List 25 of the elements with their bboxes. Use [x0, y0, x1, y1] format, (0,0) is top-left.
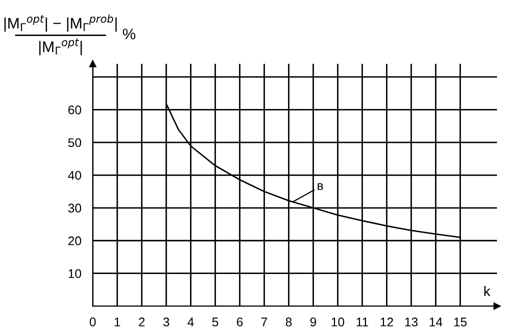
- x-tick-label: 8: [286, 318, 292, 326]
- y-tick-label: 10: [68, 269, 82, 278]
- y-tick-label: 60: [68, 105, 82, 114]
- x-tick-label: 2: [138, 318, 145, 326]
- x-tick-label: 15: [454, 318, 467, 326]
- x-tick-label: 12: [380, 318, 394, 326]
- x-axis-title: k: [484, 286, 490, 296]
- y-tick-label: 40: [68, 170, 82, 180]
- x-tick-label: 13: [405, 318, 418, 326]
- x-tick-label: 5: [212, 318, 218, 326]
- x-tick-label: 4: [188, 318, 194, 326]
- x-tick-label: 3: [163, 318, 170, 326]
- x-tick-label: 14: [430, 318, 442, 326]
- x-tick-label: 7: [261, 318, 268, 326]
- x-tick-label: 10: [332, 318, 344, 326]
- y-tick-label: 30: [68, 204, 82, 213]
- y-tick-label: 50: [68, 138, 82, 148]
- x-tick-label: 6: [236, 318, 243, 326]
- x-tick-label: 9: [310, 318, 316, 326]
- annotation: в: [318, 183, 323, 190]
- y-tick-label: 20: [68, 236, 82, 246]
- x-tick-label: 11: [356, 318, 368, 326]
- x-tick-label: 1: [114, 318, 120, 326]
- x-tick-label: 0: [90, 318, 96, 326]
- text: |M$_{Γ}$$^{opt}$| − |M$_{Γ}$$^{prob}$| |M$_{Γ}$$^{opt}$| %: [4, 14, 136, 56]
